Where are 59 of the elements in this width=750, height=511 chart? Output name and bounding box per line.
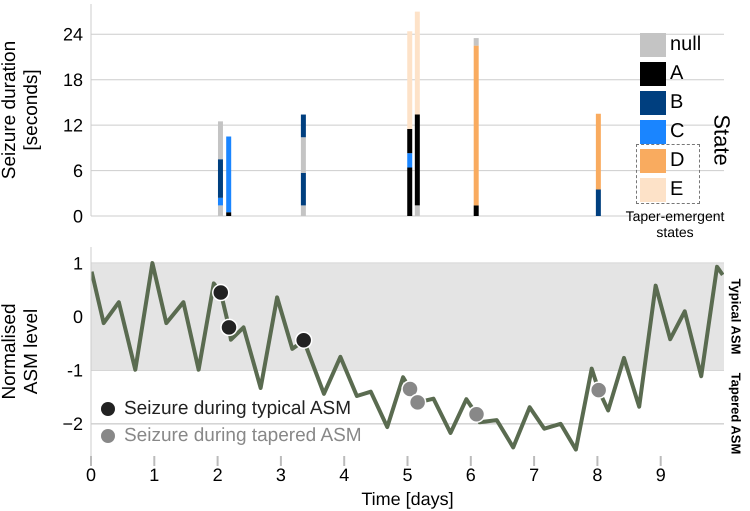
legend-label: D (670, 149, 684, 172)
point (468, 405, 486, 423)
text: Tapered ASM (728, 372, 744, 454)
bar (300, 172, 306, 206)
bar (218, 159, 223, 198)
y-tick-label: -1 (66, 360, 83, 381)
x-tick-label: 1 (149, 464, 160, 485)
point (408, 394, 426, 412)
legend-label: A (670, 62, 684, 85)
x-tick-label: 5 (402, 464, 413, 485)
x-tick-label: 3 (276, 464, 286, 485)
bar (596, 190, 601, 216)
line-series (91, 261, 724, 452)
x-tick-label: 4 (339, 464, 350, 485)
legend-label: B (670, 91, 684, 114)
legend-title: State (709, 114, 735, 166)
bar (407, 153, 412, 168)
y-tick-label: 24 (62, 24, 83, 45)
bar (474, 46, 479, 206)
x-tick-label: 6 (466, 464, 476, 485)
legend-label: E (670, 178, 684, 201)
y-tick-label: 0 (72, 206, 83, 226)
x-tick-label: 9 (656, 464, 666, 485)
x-tick-label: 8 (592, 464, 602, 485)
bar (226, 136, 232, 212)
band-label: Typical ASM (728, 278, 744, 355)
x-tick-label: 2 (212, 464, 223, 485)
bar (218, 198, 223, 206)
bar (474, 38, 479, 46)
bar (596, 114, 601, 190)
x-tick-label: 0 (86, 464, 96, 485)
point (212, 284, 230, 302)
bar (300, 114, 306, 138)
bar (226, 212, 232, 216)
bar (474, 205, 479, 216)
x-tick-label: 7 (529, 464, 540, 485)
y-tick-label: 12 (62, 116, 83, 136)
x-axis-title: Time [days] (361, 489, 454, 509)
point (590, 381, 608, 399)
y-axis-title: Normalised ASM level (0, 303, 42, 400)
y-tick-label: 1 (72, 253, 83, 274)
y-tick-label: 0 (72, 307, 83, 328)
point (294, 331, 312, 349)
bar (414, 114, 420, 206)
bar (407, 128, 412, 154)
y-axis-title: Seizure duration [seconds] (0, 40, 42, 180)
bar (414, 12, 420, 115)
y-tick-label: 18 (62, 70, 83, 90)
legend-label: null (670, 33, 702, 56)
legend-label: Seizure during tapered ASM (124, 424, 362, 446)
legend-label: C (670, 120, 684, 143)
legend-label: Seizure during typical ASM (124, 398, 352, 420)
point (401, 380, 419, 398)
bar (407, 31, 412, 129)
annotation: Taper-emergent states (624, 208, 726, 240)
y-tick-label: −2 (62, 414, 83, 434)
point (220, 318, 238, 336)
bar (407, 168, 412, 216)
y-tick-label: 6 (72, 160, 83, 181)
